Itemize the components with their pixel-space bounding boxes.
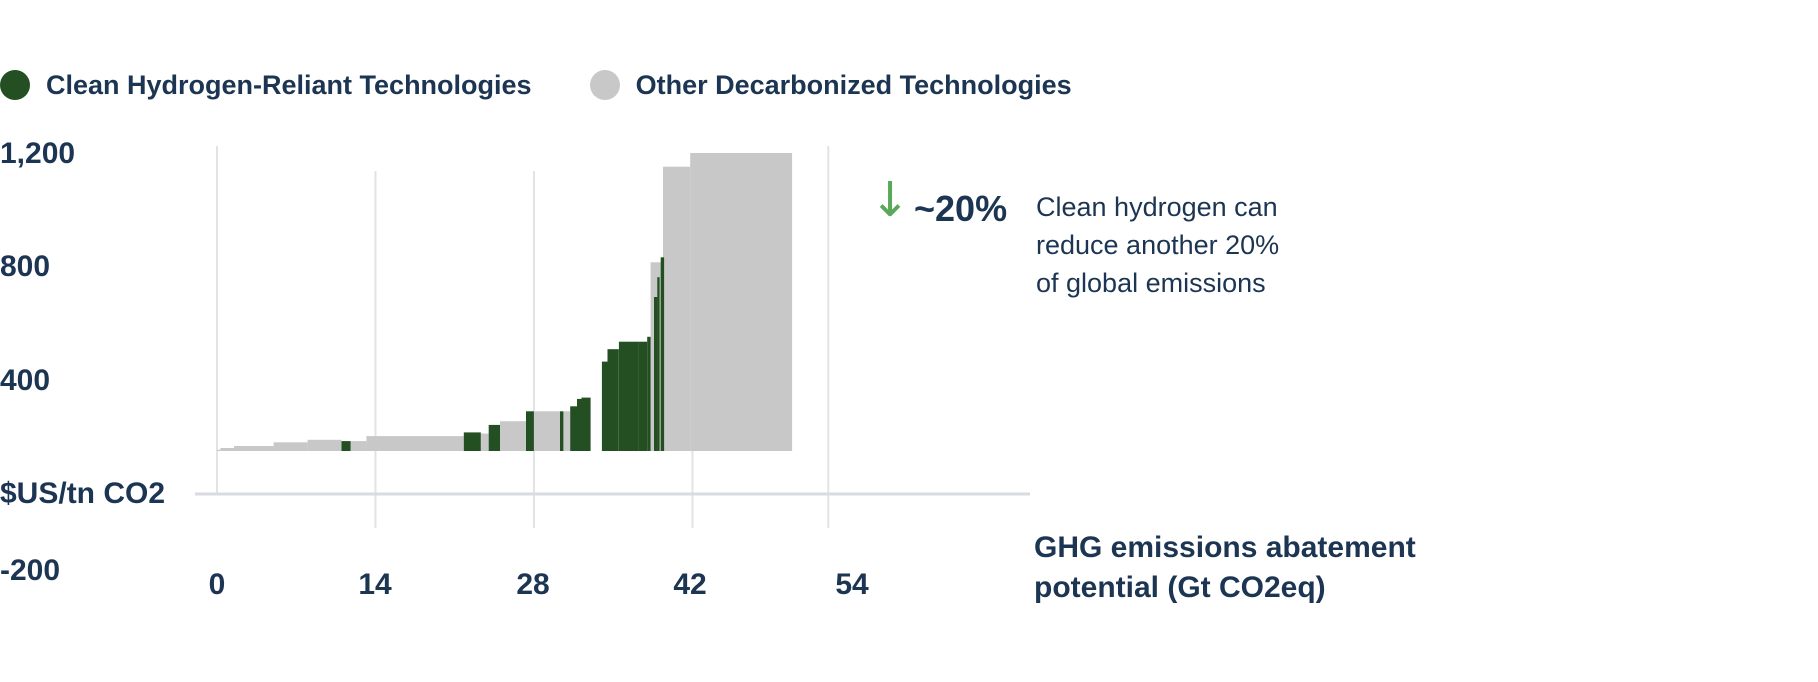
x-axis-title-line-1: GHG emissions abatement	[1034, 531, 1416, 564]
bar-other-9	[534, 411, 560, 451]
x-tick-42: 42	[673, 568, 707, 601]
legend-item-other: Other Decarbonized Technologies	[589, 69, 1072, 101]
y-axis-title: $US/tn CO2	[0, 477, 166, 510]
bar-other-3	[273, 442, 308, 451]
bar-hydrogen-6	[577, 398, 582, 451]
annotation-value: ~20%	[914, 188, 1008, 229]
annotation-line-3: of global emissions	[1036, 268, 1266, 298]
bar-hydrogen-15	[660, 257, 665, 451]
annotation-text: Clean hydrogen can reduce another 20% of…	[1036, 188, 1279, 302]
x-axis-title: GHG emissions abatement potential (Gt CO…	[1034, 528, 1416, 608]
bar-hydrogen-7	[581, 397, 591, 451]
legend-item-hydrogen: Clean Hydrogen-Reliant Technologies	[0, 70, 532, 101]
x-tick-0: 0	[208, 568, 226, 601]
bar-hydrogen-14	[657, 277, 660, 451]
legend-swatch-hydrogen	[0, 70, 30, 100]
bar-hydrogen-2	[488, 424, 500, 451]
bar-hydrogen-3	[526, 411, 534, 451]
bar-hydrogen-4	[560, 411, 564, 451]
y-tick-1200: 1,200	[0, 137, 76, 170]
bar-other-13	[663, 166, 691, 451]
bar-hydrogen-12	[647, 336, 651, 451]
bar-hydrogen-1	[463, 432, 481, 451]
bar-other-2	[234, 446, 274, 451]
annotation-line-2: reduce another 20%	[1036, 230, 1280, 260]
bar-hydrogen-5	[570, 406, 577, 451]
bar-other-4	[307, 439, 342, 451]
legend-swatch-other	[589, 70, 620, 100]
legend-label-hydrogen: Clean Hydrogen-Reliant Technologies	[46, 69, 532, 100]
bar-other-7	[480, 433, 489, 451]
bar-segments	[217, 153, 793, 451]
bar-other-0	[217, 449, 221, 451]
bar-hydrogen-13	[654, 297, 658, 451]
bar-other-8	[500, 421, 526, 451]
bar-hydrogen-8	[601, 361, 608, 451]
bar-hydrogen-11	[638, 341, 648, 451]
x-tick-14: 14	[358, 568, 392, 601]
bar-hydrogen-0	[341, 441, 351, 451]
bar-hydrogen-9	[607, 349, 619, 451]
y-tick-400: 400	[0, 364, 51, 397]
legend-label-other: Other Decarbonized Technologies	[635, 69, 1072, 100]
bar-hydrogen-10	[618, 341, 639, 451]
bar-other-10	[563, 411, 571, 451]
bar-other-6	[366, 436, 464, 451]
x-axis-title-line-2: potential (Gt CO2eq)	[1034, 571, 1326, 604]
legend: Clean Hydrogen-Reliant Technologies Othe…	[0, 68, 1130, 102]
y-tick-neg200: -200	[0, 554, 61, 587]
annotation-line-1: Clean hydrogen can	[1036, 192, 1278, 222]
bar-other-14	[690, 153, 793, 451]
bar-other-5	[350, 441, 367, 451]
down-arrow-icon: ↓	[870, 172, 911, 228]
x-tick-54: 54	[835, 568, 869, 601]
x-tick-28: 28	[516, 568, 550, 601]
y-tick-800: 800	[0, 250, 51, 283]
bar-other-1	[220, 448, 234, 451]
